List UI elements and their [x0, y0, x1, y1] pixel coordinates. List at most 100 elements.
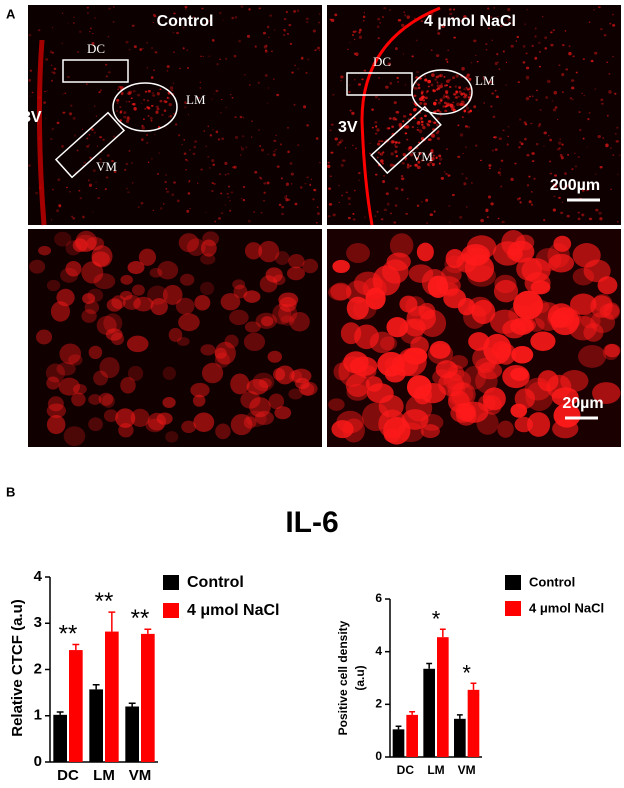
cell	[518, 197, 521, 200]
cell	[72, 116, 76, 120]
cell	[614, 132, 617, 135]
cell	[570, 293, 597, 315]
cell	[434, 110, 437, 113]
cell	[194, 295, 211, 311]
cell	[594, 51, 598, 55]
cell	[232, 279, 246, 290]
cell	[116, 98, 120, 102]
cell	[46, 90, 48, 92]
cell	[230, 93, 232, 96]
cell	[224, 334, 239, 349]
cell	[354, 324, 379, 350]
cell	[518, 146, 521, 149]
cell	[376, 25, 380, 28]
cell	[391, 353, 419, 377]
cell	[425, 198, 429, 202]
cell	[538, 50, 542, 53]
cell	[455, 74, 459, 78]
cell	[444, 109, 448, 113]
cell	[430, 156, 435, 161]
cell	[528, 200, 532, 204]
cell	[460, 19, 464, 22]
cell	[466, 206, 468, 208]
cell	[152, 209, 154, 212]
cell	[404, 159, 407, 161]
cell	[375, 125, 378, 128]
cell	[464, 125, 468, 128]
cell	[432, 369, 453, 386]
cell	[547, 79, 551, 84]
cell	[430, 49, 433, 51]
cell	[133, 106, 137, 111]
cell	[81, 261, 104, 284]
cell	[291, 71, 294, 74]
x-tick-label: LM	[93, 767, 115, 783]
cell	[568, 45, 571, 48]
cell	[93, 131, 96, 134]
cell	[128, 100, 131, 103]
cell	[560, 156, 564, 160]
cell	[340, 163, 344, 167]
cell	[112, 21, 115, 23]
cell	[164, 180, 167, 184]
cell	[353, 38, 356, 40]
cell	[514, 388, 536, 409]
cell	[194, 140, 198, 143]
cell	[395, 110, 400, 114]
cell	[466, 73, 470, 77]
cell	[64, 92, 67, 95]
cell	[211, 159, 215, 163]
cell	[395, 47, 398, 51]
cell	[507, 125, 510, 128]
cell	[420, 117, 423, 120]
bar	[406, 714, 418, 757]
cell	[273, 78, 275, 81]
cell	[182, 47, 185, 50]
cell	[396, 76, 399, 80]
cell	[274, 29, 276, 31]
cell	[515, 40, 518, 42]
cell	[413, 117, 416, 120]
cell	[120, 92, 124, 96]
cell	[435, 99, 438, 101]
cell	[79, 197, 83, 200]
cell	[451, 193, 455, 197]
significance: *	[432, 606, 441, 631]
cell	[414, 163, 418, 167]
cell	[420, 20, 423, 22]
cell	[402, 120, 405, 123]
cell	[447, 49, 449, 51]
cell	[363, 20, 365, 22]
cell	[86, 12, 89, 14]
cell	[590, 295, 613, 318]
cell	[29, 259, 46, 274]
cell	[254, 410, 274, 426]
cell	[147, 161, 150, 164]
cell	[68, 354, 83, 366]
cell	[371, 108, 375, 111]
cell	[161, 113, 164, 116]
cell	[150, 119, 153, 122]
cell	[459, 216, 463, 219]
cell	[86, 145, 90, 148]
cell	[304, 182, 307, 185]
cell	[178, 233, 199, 253]
cell	[215, 423, 231, 440]
cell	[131, 284, 145, 296]
cell	[588, 21, 591, 23]
cell	[243, 332, 266, 352]
cell	[571, 86, 575, 90]
cell	[376, 156, 379, 159]
cell	[524, 137, 527, 141]
cell	[266, 25, 270, 29]
cell	[231, 96, 234, 99]
cell	[497, 61, 499, 63]
cell	[56, 121, 60, 125]
cell	[519, 201, 522, 204]
error-bar	[426, 662, 433, 669]
cell	[377, 142, 381, 146]
cell	[531, 95, 534, 98]
cell	[186, 238, 206, 257]
cell	[565, 185, 569, 188]
cell	[268, 393, 285, 410]
